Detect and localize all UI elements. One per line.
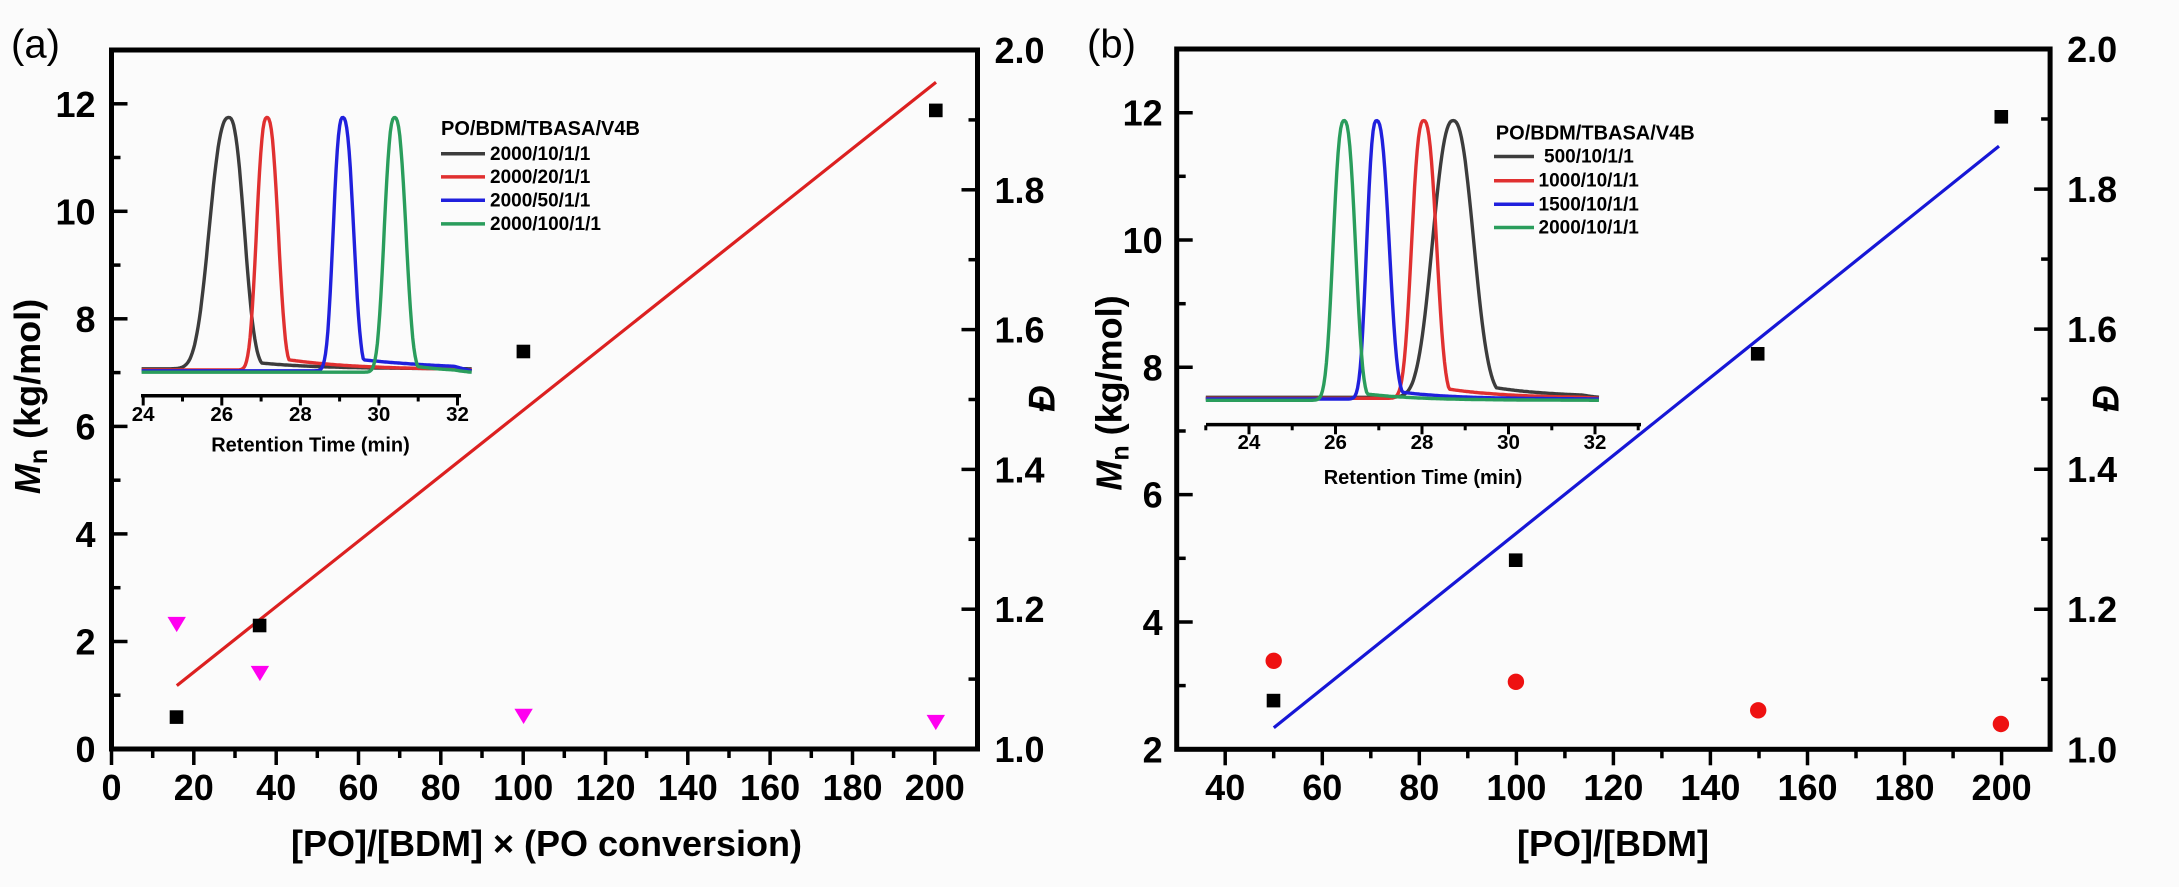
svg-text:1.2: 1.2 [2067,589,2117,630]
svg-text:1.6: 1.6 [2067,309,2117,350]
svg-text:Đ: Đ [2086,385,2127,412]
svg-text:0: 0 [75,729,95,770]
svg-text:120: 120 [1583,767,1643,808]
svg-text:28: 28 [1411,431,1434,454]
svg-text:1000/10/1/1: 1000/10/1/1 [1539,171,1640,192]
svg-text:1.8: 1.8 [995,170,1045,211]
svg-text:26: 26 [210,403,233,426]
svg-text:1.4: 1.4 [2067,449,2117,490]
svg-text:2000/20/1/1: 2000/20/1/1 [490,167,591,188]
svg-text:100: 100 [493,767,553,808]
svg-text:(b): (b) [1087,23,1136,67]
svg-text:PO/BDM/TBASA/V4B: PO/BDM/TBASA/V4B [441,118,640,140]
svg-text:1.4: 1.4 [995,449,1045,490]
svg-text:Đ: Đ [1022,385,1063,412]
svg-text:2000/100/1/1: 2000/100/1/1 [490,214,601,235]
svg-text:80: 80 [1399,767,1439,808]
svg-text:32: 32 [1584,431,1607,454]
svg-text:30: 30 [1497,431,1520,454]
svg-text:6: 6 [75,406,95,447]
svg-text:200: 200 [1972,767,2032,808]
svg-text:120: 120 [575,767,635,808]
svg-text:12: 12 [55,84,95,125]
svg-text:60: 60 [1302,767,1342,808]
svg-text:2.0: 2.0 [995,30,1045,71]
svg-text:1.6: 1.6 [995,310,1045,351]
svg-text:200: 200 [905,767,965,808]
svg-text:4: 4 [1143,602,1163,643]
svg-text:160: 160 [740,767,800,808]
svg-text:2: 2 [1143,729,1163,770]
svg-text:2000/10/1/1: 2000/10/1/1 [490,144,591,165]
svg-text:2: 2 [75,622,95,663]
svg-text:[PO]/[BDM]: [PO]/[BDM] [1517,823,1709,864]
svg-text:2.0: 2.0 [2067,29,2117,70]
svg-text:10: 10 [55,191,95,232]
svg-text:0: 0 [101,767,121,808]
svg-text:Mn (kg/mol): Mn (kg/mol) [1089,295,1135,490]
svg-text:8: 8 [75,299,95,340]
svg-text:2000/10/1/1: 2000/10/1/1 [1539,218,1640,239]
svg-text:4: 4 [75,514,95,555]
svg-text:(a): (a) [11,23,60,67]
svg-text:Retention Time (min): Retention Time (min) [1324,467,1523,489]
svg-text:1.2: 1.2 [995,589,1045,630]
svg-text:1.8: 1.8 [2067,169,2117,210]
svg-text:500/10/1/1: 500/10/1/1 [1544,147,1634,168]
svg-text:20: 20 [174,767,214,808]
svg-text:180: 180 [822,767,882,808]
svg-text:24: 24 [132,403,155,426]
svg-text:32: 32 [446,403,469,426]
svg-text:40: 40 [256,767,296,808]
svg-text:80: 80 [421,767,461,808]
svg-text:PO/BDM/TBASA/V4B: PO/BDM/TBASA/V4B [1496,123,1695,145]
svg-text:100: 100 [1486,767,1546,808]
svg-text:26: 26 [1324,431,1347,454]
svg-text:40: 40 [1205,767,1245,808]
svg-text:10: 10 [1123,220,1163,261]
svg-text:160: 160 [1777,767,1837,808]
svg-text:[PO]/[BDM] × (PO conversion): [PO]/[BDM] × (PO conversion) [291,823,802,864]
svg-text:2000/50/1/1: 2000/50/1/1 [490,190,591,211]
svg-text:6: 6 [1143,475,1163,516]
svg-text:28: 28 [289,403,312,426]
svg-text:1.0: 1.0 [995,729,1045,770]
svg-text:30: 30 [367,403,390,426]
svg-text:Mn (kg/mol): Mn (kg/mol) [7,299,53,494]
svg-text:140: 140 [658,767,718,808]
svg-text:Retention Time (min): Retention Time (min) [211,435,410,457]
svg-text:180: 180 [1874,767,1934,808]
svg-text:1500/10/1/1: 1500/10/1/1 [1539,194,1640,215]
svg-text:24: 24 [1238,431,1261,454]
svg-text:8: 8 [1143,347,1163,388]
svg-text:140: 140 [1680,767,1740,808]
svg-text:1.0: 1.0 [2067,729,2117,770]
svg-text:12: 12 [1123,93,1163,134]
svg-text:60: 60 [338,767,378,808]
